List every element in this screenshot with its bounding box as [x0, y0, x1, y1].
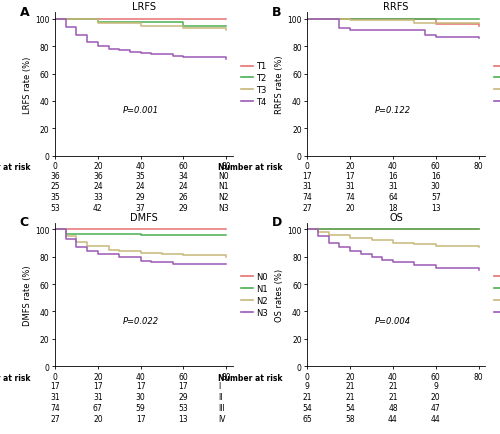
Text: Number at risk: Number at risk [218, 163, 283, 172]
Text: 18: 18 [388, 204, 398, 213]
Text: 36: 36 [93, 171, 102, 180]
Text: 20: 20 [93, 414, 102, 423]
Text: 13: 13 [431, 204, 440, 213]
Y-axis label: LRFS rate (%): LRFS rate (%) [23, 56, 32, 113]
Text: 31: 31 [50, 392, 60, 401]
Y-axis label: DMFS rate (%): DMFS rate (%) [23, 264, 32, 325]
Text: 9: 9 [305, 381, 310, 390]
Text: 34: 34 [178, 171, 188, 180]
Text: 27: 27 [50, 414, 60, 423]
Text: 29: 29 [178, 204, 188, 213]
Text: P=0.122: P=0.122 [375, 106, 411, 115]
Text: 74: 74 [302, 193, 312, 202]
Legend: T1, T2, T3, T4: T1, T2, T3, T4 [240, 62, 268, 108]
Text: N1: N1 [218, 182, 229, 191]
Text: 35: 35 [50, 193, 60, 202]
Text: 17: 17 [50, 381, 60, 390]
Title: OS: OS [390, 212, 403, 222]
Text: 30: 30 [431, 182, 440, 191]
Legend: N0, N1, N2, N3: N0, N1, N2, N3 [492, 62, 500, 108]
Text: 37: 37 [136, 204, 145, 213]
Text: 65: 65 [302, 414, 312, 423]
Text: IV: IV [218, 414, 226, 423]
Text: N3: N3 [218, 204, 229, 213]
Text: 21: 21 [388, 392, 398, 401]
Text: 29: 29 [136, 193, 145, 202]
Text: 31: 31 [388, 182, 398, 191]
Text: 74: 74 [346, 193, 355, 202]
Text: P=0.001: P=0.001 [122, 106, 158, 115]
Text: 17: 17 [302, 171, 312, 180]
Text: 17: 17 [346, 171, 355, 180]
Text: 44: 44 [431, 414, 440, 423]
Legend: I, II, III, IV: I, II, III, IV [492, 272, 500, 318]
Text: 31: 31 [93, 392, 102, 401]
Text: 67: 67 [93, 403, 102, 412]
Text: 17: 17 [136, 381, 145, 390]
Text: Time (month): Time (month) [116, 228, 172, 237]
Text: I: I [218, 381, 220, 390]
Text: 20: 20 [431, 392, 440, 401]
Text: 29: 29 [178, 392, 188, 401]
Text: 47: 47 [431, 403, 440, 412]
Text: D: D [272, 216, 282, 229]
Y-axis label: RRFS rate (%): RRFS rate (%) [276, 56, 284, 114]
Legend: N0, N1, N2, N3: N0, N1, N2, N3 [240, 272, 269, 318]
Text: 57: 57 [431, 193, 440, 202]
Y-axis label: OS rates (%): OS rates (%) [276, 268, 284, 321]
Text: 21: 21 [388, 381, 398, 390]
Text: 53: 53 [50, 204, 60, 213]
Text: 36: 36 [50, 171, 60, 180]
Text: 9: 9 [434, 381, 438, 390]
Text: 13: 13 [178, 414, 188, 423]
Text: 26: 26 [178, 193, 188, 202]
Text: 21: 21 [346, 392, 355, 401]
Text: 54: 54 [346, 403, 355, 412]
Text: 58: 58 [346, 414, 355, 423]
Text: A: A [20, 6, 29, 19]
Text: 74: 74 [50, 403, 60, 412]
Text: 35: 35 [136, 171, 145, 180]
Text: 17: 17 [136, 414, 145, 423]
Text: 17: 17 [178, 381, 188, 390]
Text: P=0.022: P=0.022 [122, 316, 158, 325]
Text: 30: 30 [136, 392, 145, 401]
Text: 21: 21 [346, 381, 355, 390]
Text: 25: 25 [50, 182, 60, 191]
Text: 24: 24 [178, 182, 188, 191]
Text: 48: 48 [388, 403, 398, 412]
Text: N0: N0 [218, 171, 229, 180]
Text: 44: 44 [388, 414, 398, 423]
Text: Number at risk: Number at risk [0, 163, 30, 172]
Text: 33: 33 [93, 193, 102, 202]
Text: 54: 54 [302, 403, 312, 412]
Title: DMFS: DMFS [130, 212, 158, 222]
Text: II: II [218, 392, 223, 401]
Text: P=0.004: P=0.004 [375, 316, 411, 325]
Text: Number at risk: Number at risk [218, 373, 283, 382]
Text: 16: 16 [431, 171, 440, 180]
Text: 21: 21 [302, 392, 312, 401]
Text: 16: 16 [388, 171, 398, 180]
Text: 64: 64 [388, 193, 398, 202]
Text: 17: 17 [93, 381, 102, 390]
Text: C: C [20, 216, 28, 229]
Text: 24: 24 [93, 182, 102, 191]
Text: 31: 31 [346, 182, 355, 191]
Text: 31: 31 [302, 182, 312, 191]
Text: 27: 27 [302, 204, 312, 213]
Text: Time (month): Time (month) [368, 228, 424, 237]
Text: B: B [272, 6, 281, 19]
Title: LRFS: LRFS [132, 2, 156, 12]
Text: Number at risk: Number at risk [0, 373, 30, 382]
Text: 53: 53 [178, 403, 188, 412]
Text: N2: N2 [218, 193, 229, 202]
Text: III: III [218, 403, 225, 412]
Text: 24: 24 [136, 182, 145, 191]
Text: 59: 59 [136, 403, 145, 412]
Text: 42: 42 [93, 204, 102, 213]
Title: RRFS: RRFS [384, 2, 409, 12]
Text: 20: 20 [346, 204, 355, 213]
